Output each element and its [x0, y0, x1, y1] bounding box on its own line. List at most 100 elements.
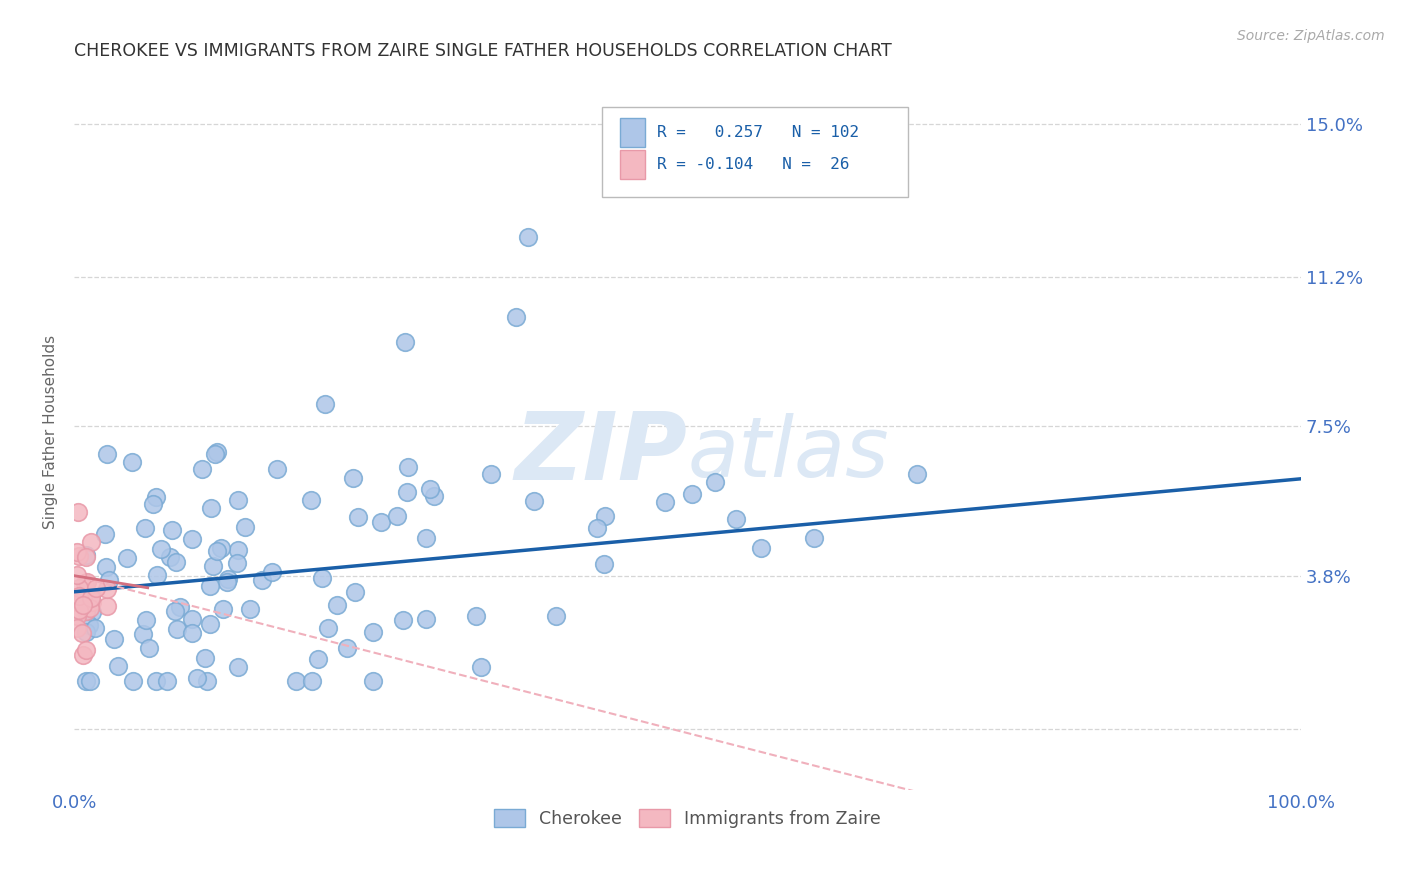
- Point: [79, 589, 101, 603]
- Point: [592, 557, 614, 571]
- Point: [65, 595, 87, 609]
- Point: [146, 567, 169, 582]
- Point: [681, 487, 703, 501]
- Point: [336, 641, 359, 656]
- Point: [505, 310, 527, 325]
- Point: [217, 572, 239, 586]
- Legend: Cherokee, Immigrants from Zaire: Cherokee, Immigrants from Zaire: [486, 802, 889, 834]
- Point: [180, 612, 202, 626]
- Point: [94, 526, 117, 541]
- Point: [470, 660, 492, 674]
- Point: [517, 229, 540, 244]
- Point: [703, 475, 725, 490]
- Point: [394, 334, 416, 349]
- Point: [419, 482, 441, 496]
- Text: CHEROKEE VS IMMIGRANTS FROM ZAIRE SINGLE FATHER HOUSEHOLDS CORRELATION CHART: CHEROKEE VS IMMIGRANTS FROM ZAIRE SINGLE…: [75, 42, 891, 60]
- Point: [285, 673, 308, 688]
- Point: [370, 516, 392, 530]
- Point: [145, 673, 167, 688]
- Point: [226, 660, 249, 674]
- Point: [202, 558, 225, 573]
- Point: [749, 541, 772, 556]
- Point: [135, 613, 157, 627]
- Point: [209, 541, 232, 556]
- Point: [205, 543, 228, 558]
- Point: [73, 575, 96, 590]
- Point: [301, 673, 323, 688]
- Point: [145, 490, 167, 504]
- Point: [307, 652, 329, 666]
- Point: [67, 602, 90, 616]
- Point: [181, 532, 204, 546]
- Point: [103, 632, 125, 646]
- FancyBboxPatch shape: [602, 107, 908, 196]
- Point: [200, 579, 222, 593]
- Point: [415, 531, 437, 545]
- Point: [165, 555, 187, 569]
- Point: [75, 548, 97, 562]
- Point: [464, 609, 486, 624]
- Point: [159, 549, 181, 564]
- Point: [361, 624, 384, 639]
- Point: [160, 523, 183, 537]
- Point: [107, 659, 129, 673]
- Point: [586, 521, 609, 535]
- Point: [67, 581, 90, 595]
- Point: [72, 599, 94, 613]
- Point: [233, 520, 256, 534]
- Point: [142, 497, 165, 511]
- Point: [226, 493, 249, 508]
- Point: [67, 549, 90, 564]
- Point: [250, 573, 273, 587]
- Point: [186, 671, 208, 685]
- Point: [75, 604, 97, 618]
- Point: [212, 602, 235, 616]
- Point: [94, 560, 117, 574]
- Text: Source: ZipAtlas.com: Source: ZipAtlas.com: [1237, 29, 1385, 43]
- Point: [523, 494, 546, 508]
- Point: [226, 542, 249, 557]
- Point: [190, 462, 212, 476]
- Point: [239, 602, 262, 616]
- Point: [217, 574, 239, 589]
- Point: [396, 459, 419, 474]
- Point: [156, 673, 179, 688]
- Point: [392, 614, 415, 628]
- Point: [72, 648, 94, 663]
- Point: [905, 467, 928, 482]
- Point: [326, 598, 349, 612]
- Text: ZIP: ZIP: [515, 408, 688, 500]
- Text: R =   0.257   N = 102: R = 0.257 N = 102: [657, 125, 859, 140]
- Point: [138, 640, 160, 655]
- Point: [415, 612, 437, 626]
- Point: [79, 601, 101, 615]
- Point: [80, 591, 103, 605]
- Point: [169, 599, 191, 614]
- Point: [122, 673, 145, 688]
- Point: [96, 447, 118, 461]
- Text: atlas: atlas: [688, 413, 889, 494]
- Point: [67, 589, 90, 603]
- Point: [75, 643, 97, 657]
- Point: [316, 621, 339, 635]
- Point: [422, 489, 444, 503]
- Point: [314, 397, 336, 411]
- Point: [84, 621, 107, 635]
- Y-axis label: Single Father Households: Single Father Households: [44, 335, 58, 530]
- FancyBboxPatch shape: [620, 150, 644, 178]
- Point: [198, 617, 221, 632]
- Point: [200, 500, 222, 515]
- Point: [75, 549, 97, 564]
- Point: [70, 626, 93, 640]
- Point: [195, 673, 218, 688]
- Point: [96, 582, 118, 596]
- Point: [262, 566, 284, 580]
- Point: [166, 623, 188, 637]
- Point: [75, 625, 97, 640]
- Point: [121, 455, 143, 469]
- Point: [80, 605, 103, 619]
- Point: [395, 484, 418, 499]
- Point: [163, 604, 186, 618]
- Point: [72, 591, 94, 605]
- FancyBboxPatch shape: [620, 118, 644, 146]
